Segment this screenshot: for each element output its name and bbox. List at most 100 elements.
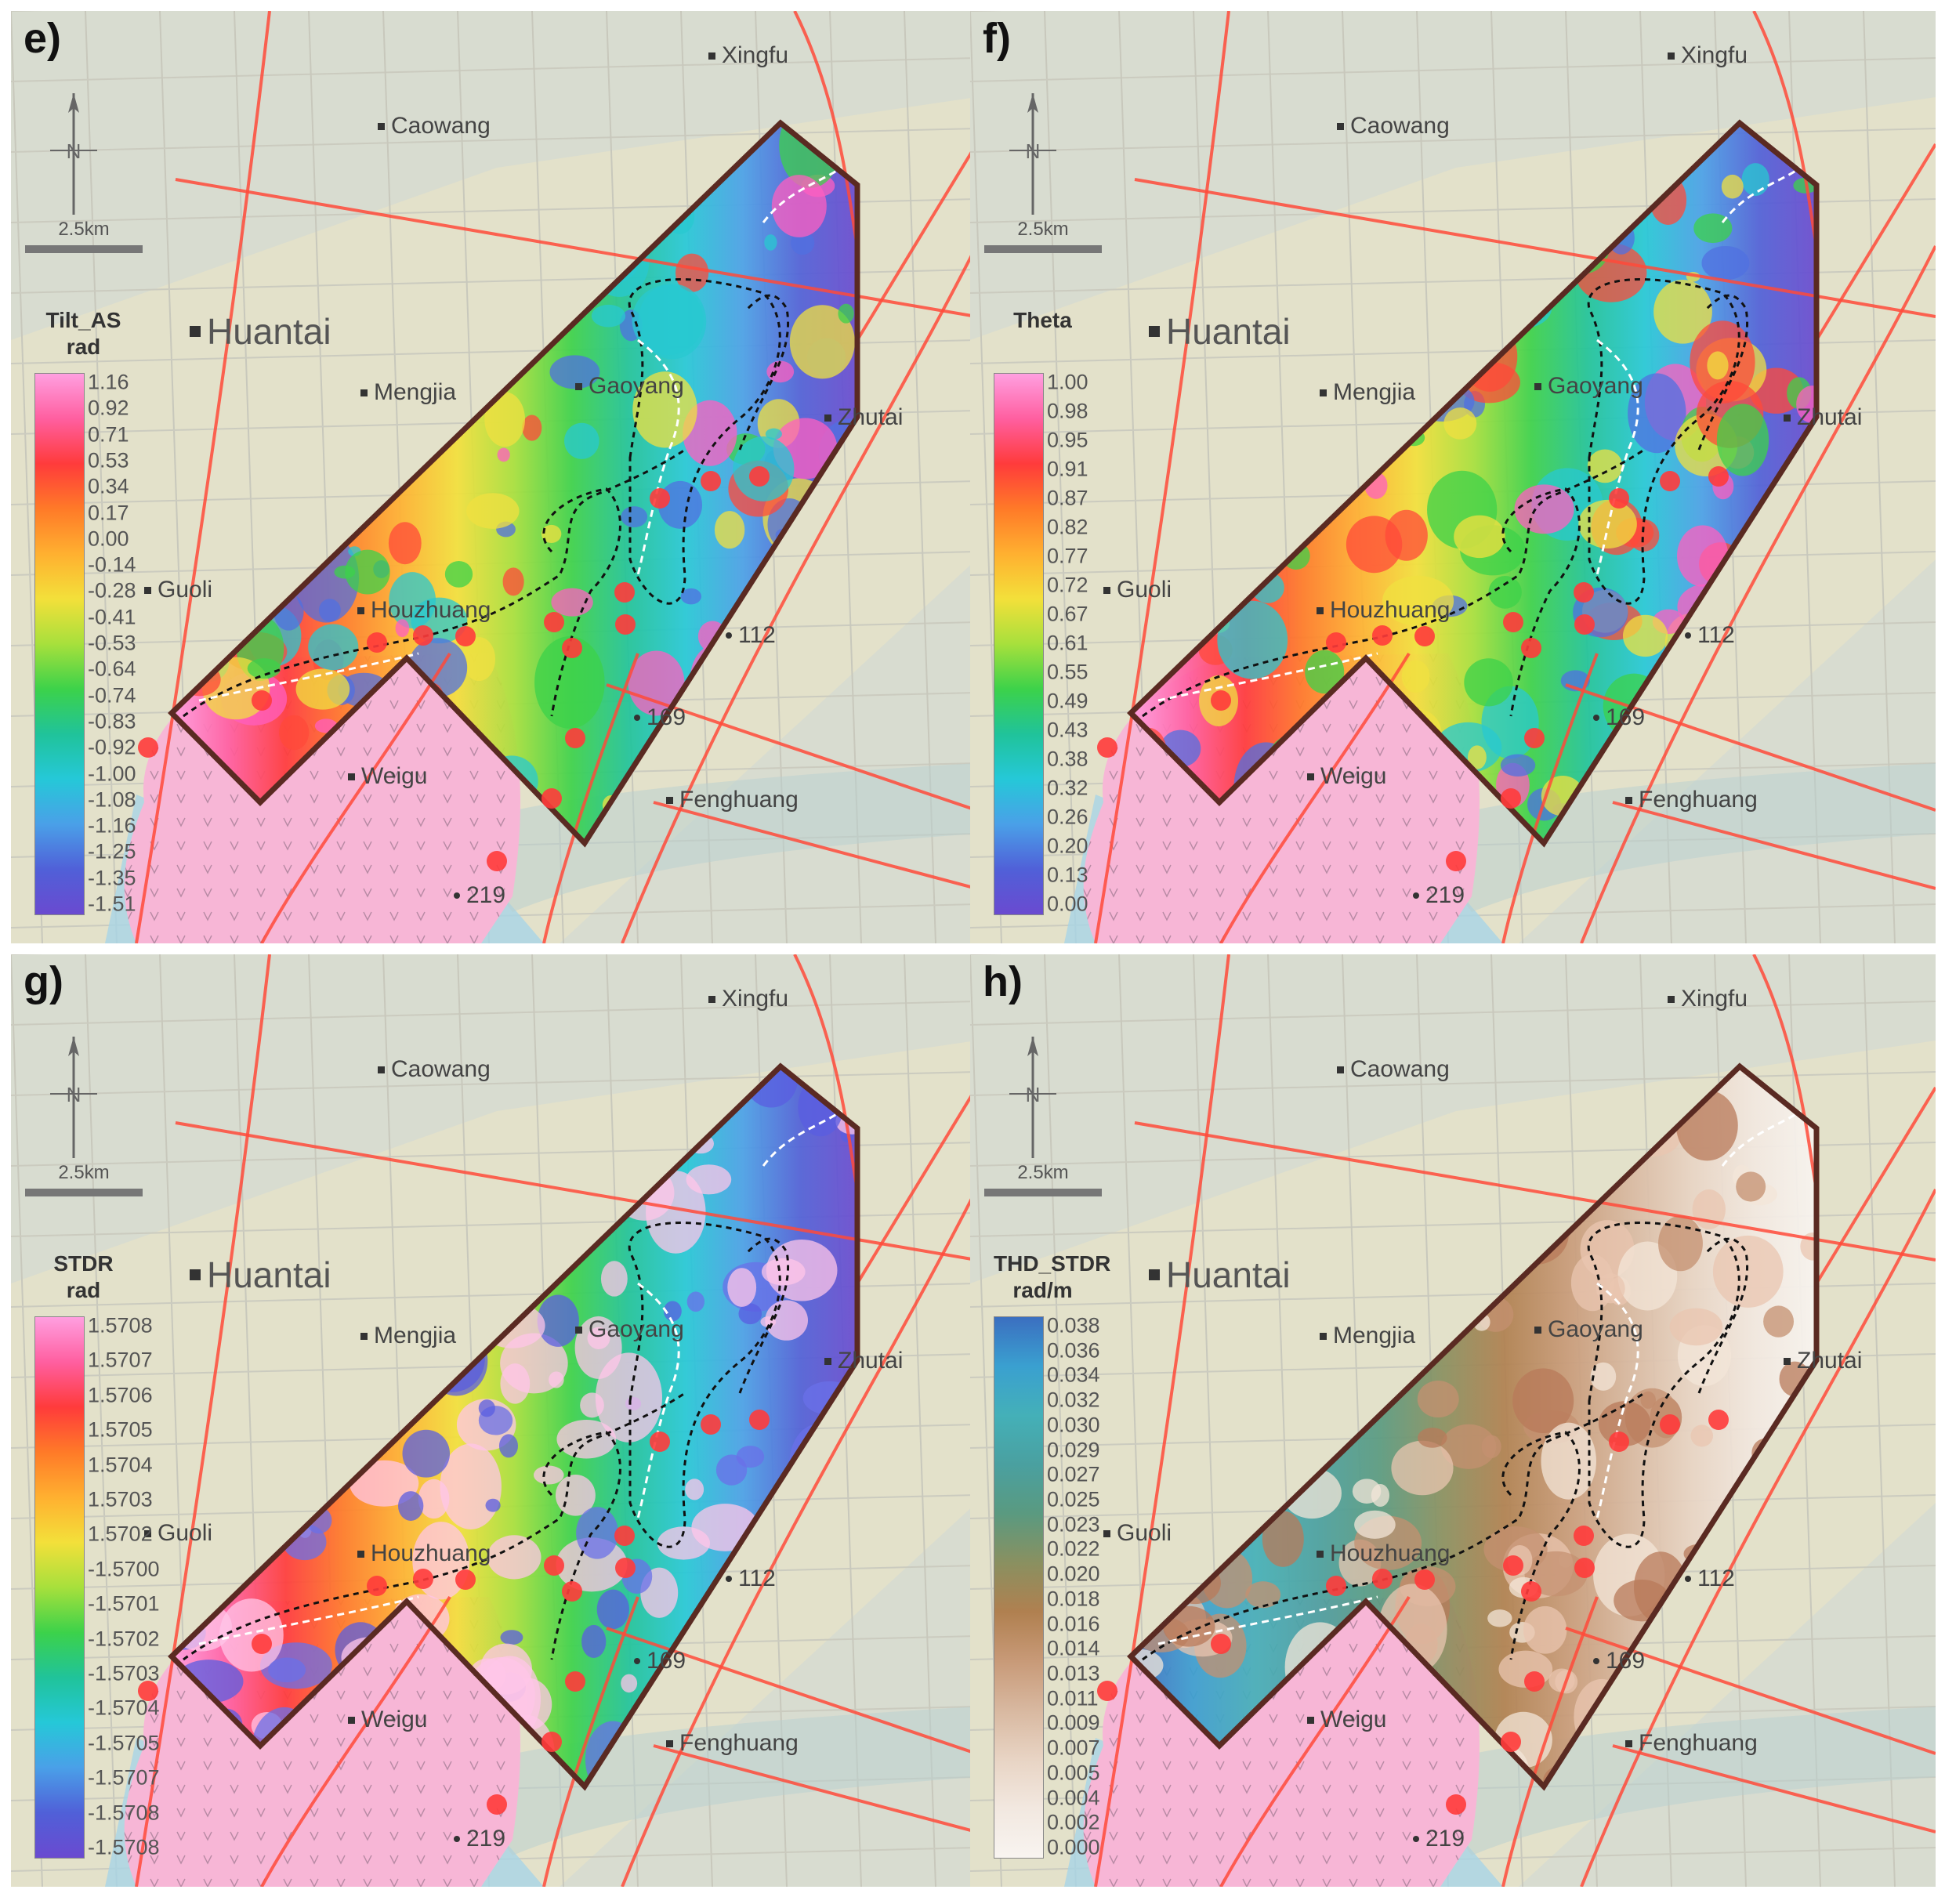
well-marker — [615, 1558, 636, 1578]
town-label: Huantai — [207, 311, 331, 352]
fault-line — [1134, 178, 1936, 318]
legend-tick-label: 0.011 — [1047, 1686, 1099, 1710]
town-marker-icon — [1103, 1529, 1110, 1537]
fault-line — [1580, 245, 1936, 943]
town-gaoyang: Gaoyang — [1534, 1316, 1643, 1343]
town-label: Zhutai — [838, 404, 904, 430]
legend-tick-label: 0.95 — [1047, 428, 1088, 452]
legend-tick-label: -0.28 — [88, 578, 136, 603]
well-marker — [1609, 1432, 1629, 1452]
town-label: Mengjia — [1333, 379, 1416, 405]
well-marker — [367, 632, 387, 653]
legend-tick-label: 0.014 — [1047, 1636, 1100, 1660]
town-marker-icon — [1413, 1836, 1419, 1842]
scale-label: 2.5km — [58, 1162, 110, 1183]
town-houzhuang: Houzhuang — [1317, 597, 1450, 624]
town-label: Fenghuang — [1639, 1730, 1758, 1756]
legend-title: Tilt_AS rad — [45, 308, 121, 359]
well-marker — [1524, 728, 1545, 748]
legend-tick-label: 0.030 — [1047, 1413, 1100, 1437]
legend-tick-label: 0.004 — [1047, 1786, 1100, 1810]
contour-line — [628, 1222, 781, 1548]
scale-label: 2.5km — [58, 219, 110, 240]
town-marker-icon — [1534, 382, 1541, 390]
town-well2: 169 — [634, 1648, 686, 1674]
town-marker-icon — [1625, 1739, 1632, 1747]
town-marker-icon — [708, 995, 715, 1003]
town-label: Mengjia — [1333, 1323, 1416, 1348]
legend-tick-label: 0.00 — [1047, 892, 1088, 916]
town-label: Fenghuang — [679, 1730, 799, 1756]
town-mengjia: Mengjia — [1320, 1323, 1415, 1349]
contour-line — [183, 448, 686, 718]
fault-line — [793, 11, 859, 247]
legend-tick-label: 0.013 — [1047, 1661, 1100, 1685]
town-weigu: Weigu — [1307, 763, 1387, 790]
town-label: Caowang — [1350, 1056, 1450, 1082]
town-label: 169 — [1606, 704, 1646, 730]
contour-line — [183, 1392, 686, 1661]
svg-text:N: N — [67, 139, 81, 163]
legend-ticks: 1.16 0.92 0.71 0.53 0.34 0.17 0.00 -0.14 -0.28 -0… — [88, 371, 174, 916]
legend-tick-label: 0.32 — [1047, 776, 1088, 800]
well-marker — [614, 582, 635, 603]
town-label: Weigu — [1320, 1707, 1387, 1732]
well-marker — [487, 851, 507, 871]
fault-line — [1565, 683, 1936, 812]
legend-tick-label: 1.5704 — [88, 1453, 153, 1477]
legend-tick-label: -1.5708 — [88, 1835, 160, 1859]
fault-line — [260, 1595, 451, 1887]
fault-line — [1580, 1189, 1936, 1887]
legend-tick-label: 0.91 — [1047, 457, 1088, 481]
town-label: Houzhuang — [371, 597, 491, 623]
town-gaoyang: Gaoyang — [575, 1316, 684, 1343]
town-label: Mengjia — [374, 379, 457, 405]
fault-line — [175, 178, 976, 318]
legend-tick-label: 0.71 — [88, 422, 129, 447]
legend-title: THD_STDR rad/m — [994, 1251, 1111, 1302]
fault-line — [1752, 954, 1818, 1190]
town-guoli: Guoli — [1103, 577, 1172, 603]
well-marker — [1574, 1558, 1595, 1578]
legend-tick-label: 0.98 — [1047, 399, 1088, 423]
contour-line — [1587, 278, 1740, 605]
legend-tick-label: 1.00 — [1047, 370, 1088, 394]
scale-label: 2.5km — [1017, 1162, 1069, 1183]
town-marker-icon — [378, 122, 385, 130]
fault-line — [1752, 11, 1818, 247]
well-marker — [138, 1681, 158, 1701]
legend-tick-label: 0.20 — [1047, 834, 1088, 858]
town-well2: 169 — [1593, 1648, 1645, 1674]
well-marker — [562, 638, 582, 658]
legend-ticks: 0.038 0.036 0.034 0.032 0.030 0.029 0.027 0.025… — [1047, 1313, 1133, 1859]
fault-line — [653, 801, 976, 890]
white-dashed-line — [762, 1109, 842, 1167]
legend-tick-label: 0.38 — [1047, 747, 1088, 771]
town-zhutai: Zhutai — [824, 1348, 903, 1374]
town-fenghuang: Fenghuang — [666, 1730, 799, 1757]
town-label: Zhutai — [838, 1348, 904, 1374]
well-marker — [1211, 1634, 1231, 1654]
legend-tick-label: -0.83 — [88, 709, 136, 733]
svg-text:N: N — [1026, 1083, 1041, 1106]
map-canvas — [11, 954, 976, 1887]
scale-bar-line — [25, 1189, 143, 1196]
town-marker-icon — [378, 1066, 385, 1073]
legend-tick-label: 0.029 — [1047, 1438, 1100, 1462]
legend-tick-label: 1.5702 — [88, 1522, 153, 1546]
town-marker-icon — [360, 1332, 368, 1340]
legend-tick-label: 0.038 — [1047, 1313, 1100, 1338]
town-marker-icon — [1317, 606, 1324, 614]
map-panel-e: e) N 2.5km Xingfu Caowang Huantai Mengjia Zhuta… — [11, 11, 976, 943]
legend-tick-label: -0.74 — [88, 683, 136, 708]
study-area-boundary — [168, 119, 860, 848]
map-canvas — [970, 11, 1936, 943]
well-marker — [749, 1410, 770, 1430]
map-panel-g: g) N 2.5km Xingfu Caowang Huantai Mengjia Zhuta… — [11, 954, 976, 1887]
legend-color-bar — [994, 373, 1044, 915]
town-houzhuang: Houzhuang — [357, 597, 491, 624]
legend-tick-label: 0.92 — [88, 396, 129, 420]
legend-tick-label: 0.002 — [1047, 1810, 1100, 1834]
well-marker — [541, 788, 562, 809]
map-canvas — [11, 11, 976, 943]
